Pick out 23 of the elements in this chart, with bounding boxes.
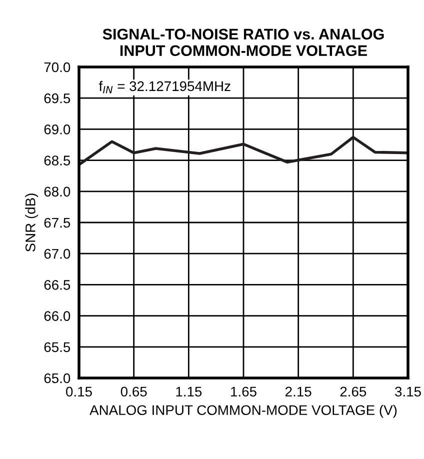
y-tick-label: 69.0 bbox=[44, 124, 70, 134]
y-axis-title: SNR (dB) bbox=[25, 194, 38, 252]
x-tick-label: 0.15 bbox=[66, 386, 92, 397]
y-tick-label: 66.5 bbox=[44, 280, 70, 290]
x-tick-label: 0.65 bbox=[120, 386, 147, 397]
x-tick-label: 3.15 bbox=[395, 386, 421, 397]
y-tick-label: 65.5 bbox=[44, 342, 70, 352]
y-tick-label: 70.0 bbox=[44, 62, 70, 72]
x-tick-label: 2.15 bbox=[286, 386, 312, 397]
annotation: f$_{IN}$ = 32.1271954MHz bbox=[98, 80, 230, 94]
x-tick-label: 2.65 bbox=[340, 386, 366, 397]
line-series bbox=[79, 136, 408, 166]
y-tick-label: 69.5 bbox=[44, 93, 70, 104]
y-tick-label: 67.5 bbox=[44, 218, 70, 228]
y-tick-label: 68.5 bbox=[44, 156, 70, 166]
chart-title: SIGNAL-TO-NOISE RATIO vs. ANALOG INPUT COMMON-MODE VOLTAGE bbox=[102, 28, 384, 56]
y-tick-label: 66.0 bbox=[44, 311, 70, 321]
x-tick-label: 1.65 bbox=[231, 386, 256, 397]
x-axis-title: ANALOG INPUT COMMON-MODE VOLTAGE (V) bbox=[90, 404, 397, 418]
y-tick-label: 67.0 bbox=[44, 248, 70, 259]
y-tick-label: 68.0 bbox=[44, 186, 70, 197]
x-tick-label: 1.15 bbox=[176, 386, 202, 397]
y-tick-label: 65.0 bbox=[44, 373, 70, 384]
